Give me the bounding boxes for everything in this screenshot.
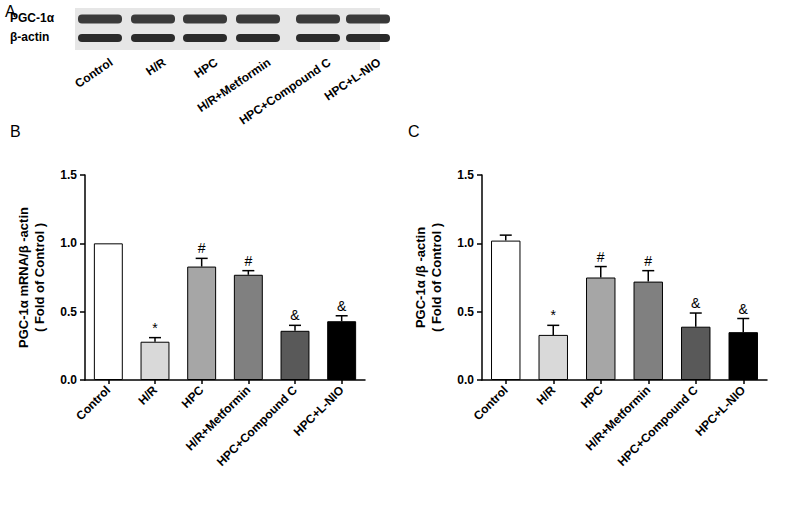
svg-text:HPC+Compound C: HPC+Compound C — [214, 383, 300, 469]
svg-text:HPC+L-NIO: HPC+L-NIO — [322, 55, 383, 103]
svg-text:HPC+Compound C: HPC+Compound C — [615, 383, 701, 469]
svg-text:H/R+Metformin: H/R+Metformin — [194, 55, 274, 116]
svg-text:Control: Control — [471, 383, 511, 423]
svg-text:Control: Control — [73, 383, 113, 423]
svg-text:HPC+Compound C: HPC+Compound C — [237, 55, 334, 127]
svg-text:C: C — [408, 123, 420, 140]
svg-text:PGC-1α mRNA/β -actin: PGC-1α mRNA/β -actin — [16, 207, 31, 348]
svg-text:H/R+Metformin: H/R+Metformin — [182, 383, 254, 454]
svg-text:H/R: H/R — [534, 383, 559, 408]
svg-text:&: & — [337, 298, 347, 314]
svg-text:HPC: HPC — [578, 383, 606, 411]
svg-text:*: * — [152, 320, 158, 336]
svg-text:1.5: 1.5 — [60, 168, 77, 182]
svg-text:Control: Control — [72, 55, 115, 91]
svg-text:#: # — [597, 249, 605, 265]
svg-text:1.0: 1.0 — [457, 236, 474, 250]
svg-text:&: & — [290, 307, 300, 323]
svg-text:&: & — [739, 301, 749, 317]
svg-text:&: & — [691, 295, 701, 311]
svg-text:PGC-1α: PGC-1α — [10, 11, 55, 25]
svg-text:*: * — [551, 307, 557, 323]
svg-text:HPC+L-NIO: HPC+L-NIO — [692, 383, 748, 439]
svg-text:( Fold of Control ): ( Fold of Control ) — [429, 223, 444, 332]
svg-text:( Fold of Control ): ( Fold of Control ) — [32, 223, 47, 332]
svg-text:#: # — [198, 240, 206, 256]
svg-text:HPC: HPC — [179, 383, 207, 411]
svg-text:PGC-1α /β -actin: PGC-1α /β -actin — [413, 227, 428, 328]
svg-text:HPC+L-NIO: HPC+L-NIO — [291, 383, 347, 439]
svg-text:#: # — [244, 253, 252, 269]
svg-text:B: B — [10, 123, 21, 140]
svg-text:HPC: HPC — [192, 55, 221, 81]
svg-text:1.0: 1.0 — [60, 236, 77, 250]
svg-text:0.0: 0.0 — [60, 373, 77, 387]
svg-text:H/R: H/R — [143, 55, 168, 78]
svg-text:1.5: 1.5 — [457, 168, 474, 182]
svg-text:H/R+Metformin: H/R+Metformin — [582, 383, 654, 454]
svg-text:0.0: 0.0 — [457, 373, 474, 387]
svg-text:#: # — [644, 253, 652, 269]
svg-text:0.5: 0.5 — [60, 305, 77, 319]
svg-text:β-actin: β-actin — [10, 30, 49, 44]
svg-text:H/R: H/R — [135, 383, 160, 408]
svg-text:0.5: 0.5 — [457, 305, 474, 319]
